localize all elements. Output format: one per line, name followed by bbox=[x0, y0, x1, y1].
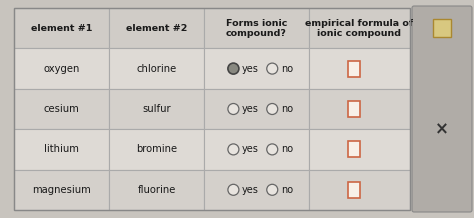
Circle shape bbox=[228, 144, 239, 155]
Bar bbox=[348, 61, 360, 77]
Text: bromine: bromine bbox=[136, 144, 177, 154]
Text: no: no bbox=[281, 104, 293, 114]
Text: sulfur: sulfur bbox=[142, 104, 171, 114]
Bar bbox=[14, 8, 109, 48]
Text: no: no bbox=[281, 144, 293, 154]
Text: element #2: element #2 bbox=[126, 24, 187, 33]
FancyBboxPatch shape bbox=[412, 6, 472, 212]
Bar bbox=[348, 141, 360, 157]
Circle shape bbox=[267, 63, 278, 74]
Circle shape bbox=[228, 104, 239, 114]
Bar bbox=[14, 129, 109, 170]
Text: cesium: cesium bbox=[44, 104, 79, 114]
Text: yes: yes bbox=[242, 64, 259, 74]
Bar bbox=[433, 19, 451, 37]
Text: no: no bbox=[281, 185, 293, 195]
Bar bbox=[309, 129, 410, 170]
Text: yes: yes bbox=[242, 185, 259, 195]
Bar bbox=[309, 8, 410, 48]
Bar bbox=[109, 48, 204, 89]
Bar bbox=[14, 48, 109, 89]
Text: yes: yes bbox=[242, 144, 259, 154]
Text: oxygen: oxygen bbox=[43, 64, 80, 74]
Bar bbox=[204, 8, 309, 48]
Text: magnesium: magnesium bbox=[32, 185, 91, 195]
Bar bbox=[309, 89, 410, 129]
Bar bbox=[309, 170, 410, 210]
Bar bbox=[109, 8, 204, 48]
Circle shape bbox=[228, 63, 239, 74]
Text: fluorine: fluorine bbox=[137, 185, 176, 195]
Bar bbox=[204, 129, 309, 170]
Bar bbox=[348, 101, 360, 117]
Text: ×: × bbox=[435, 120, 449, 138]
Bar bbox=[204, 170, 309, 210]
Circle shape bbox=[267, 144, 278, 155]
Bar bbox=[348, 182, 360, 198]
Bar bbox=[109, 89, 204, 129]
Bar bbox=[14, 89, 109, 129]
Circle shape bbox=[228, 184, 239, 195]
Bar bbox=[204, 48, 309, 89]
Bar bbox=[309, 48, 410, 89]
Bar bbox=[14, 170, 109, 210]
Bar bbox=[109, 170, 204, 210]
Circle shape bbox=[267, 104, 278, 114]
Text: no: no bbox=[281, 64, 293, 74]
Text: lithium: lithium bbox=[44, 144, 79, 154]
Text: chlorine: chlorine bbox=[137, 64, 177, 74]
Bar bbox=[14, 8, 410, 210]
Text: Forms ionic
compound?: Forms ionic compound? bbox=[226, 19, 287, 38]
Text: empirical formula of
ionic compound: empirical formula of ionic compound bbox=[306, 19, 413, 38]
Bar bbox=[204, 89, 309, 129]
Text: yes: yes bbox=[242, 104, 259, 114]
Circle shape bbox=[267, 184, 278, 195]
Text: element #1: element #1 bbox=[31, 24, 92, 33]
Bar bbox=[109, 129, 204, 170]
